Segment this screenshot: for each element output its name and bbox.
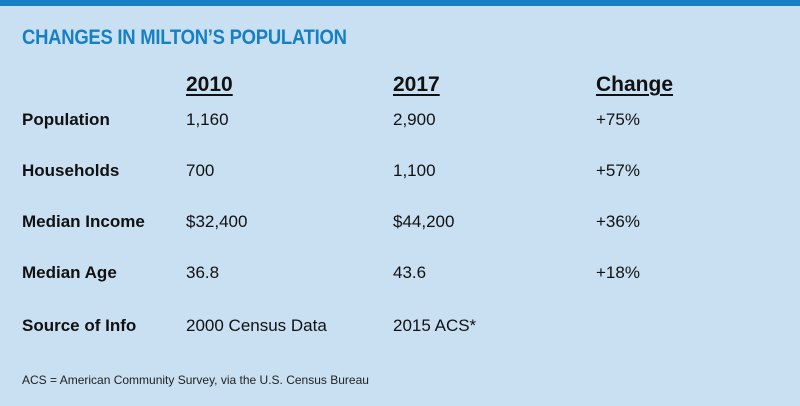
footnote: ACS = American Community Survey, via the… (22, 373, 369, 387)
cell-population-2017: 2,900 (393, 110, 436, 129)
cell-median-income-2010: $32,400 (186, 212, 248, 231)
row-label-median-income: Median Income (22, 212, 145, 231)
cell-source-2017: 2015 ACS* (393, 316, 477, 335)
cell-source-2010: 2000 Census Data (186, 316, 327, 335)
cell-median-age-change: +18% (596, 263, 640, 282)
cell-population-change: +75% (596, 110, 640, 129)
column-header-change: Change (596, 73, 674, 96)
column-header-2010: 2010 (186, 73, 233, 96)
top-rule (0, 0, 800, 6)
table-title: CHANGES IN MILTON’S POPULATION (22, 26, 347, 49)
row-label-median-age: Median Age (22, 263, 117, 282)
cell-households-change: +57% (596, 161, 640, 180)
column-header-2017: 2017 (393, 73, 440, 96)
cell-median-income-change: +36% (596, 212, 640, 231)
cell-median-age-2010: 36.8 (186, 263, 220, 282)
row-label-households: Households (22, 161, 120, 180)
cell-population-2010: 1,160 (186, 110, 229, 129)
cell-median-income-2017: $44,200 (393, 212, 455, 231)
row-label-source-of-info: Source of Info (22, 316, 137, 335)
cell-median-age-2017: 43.6 (393, 263, 427, 282)
cell-households-2010: 700 (186, 161, 215, 180)
cell-households-2017: 1,100 (393, 161, 436, 180)
row-label-population: Population (22, 110, 110, 129)
